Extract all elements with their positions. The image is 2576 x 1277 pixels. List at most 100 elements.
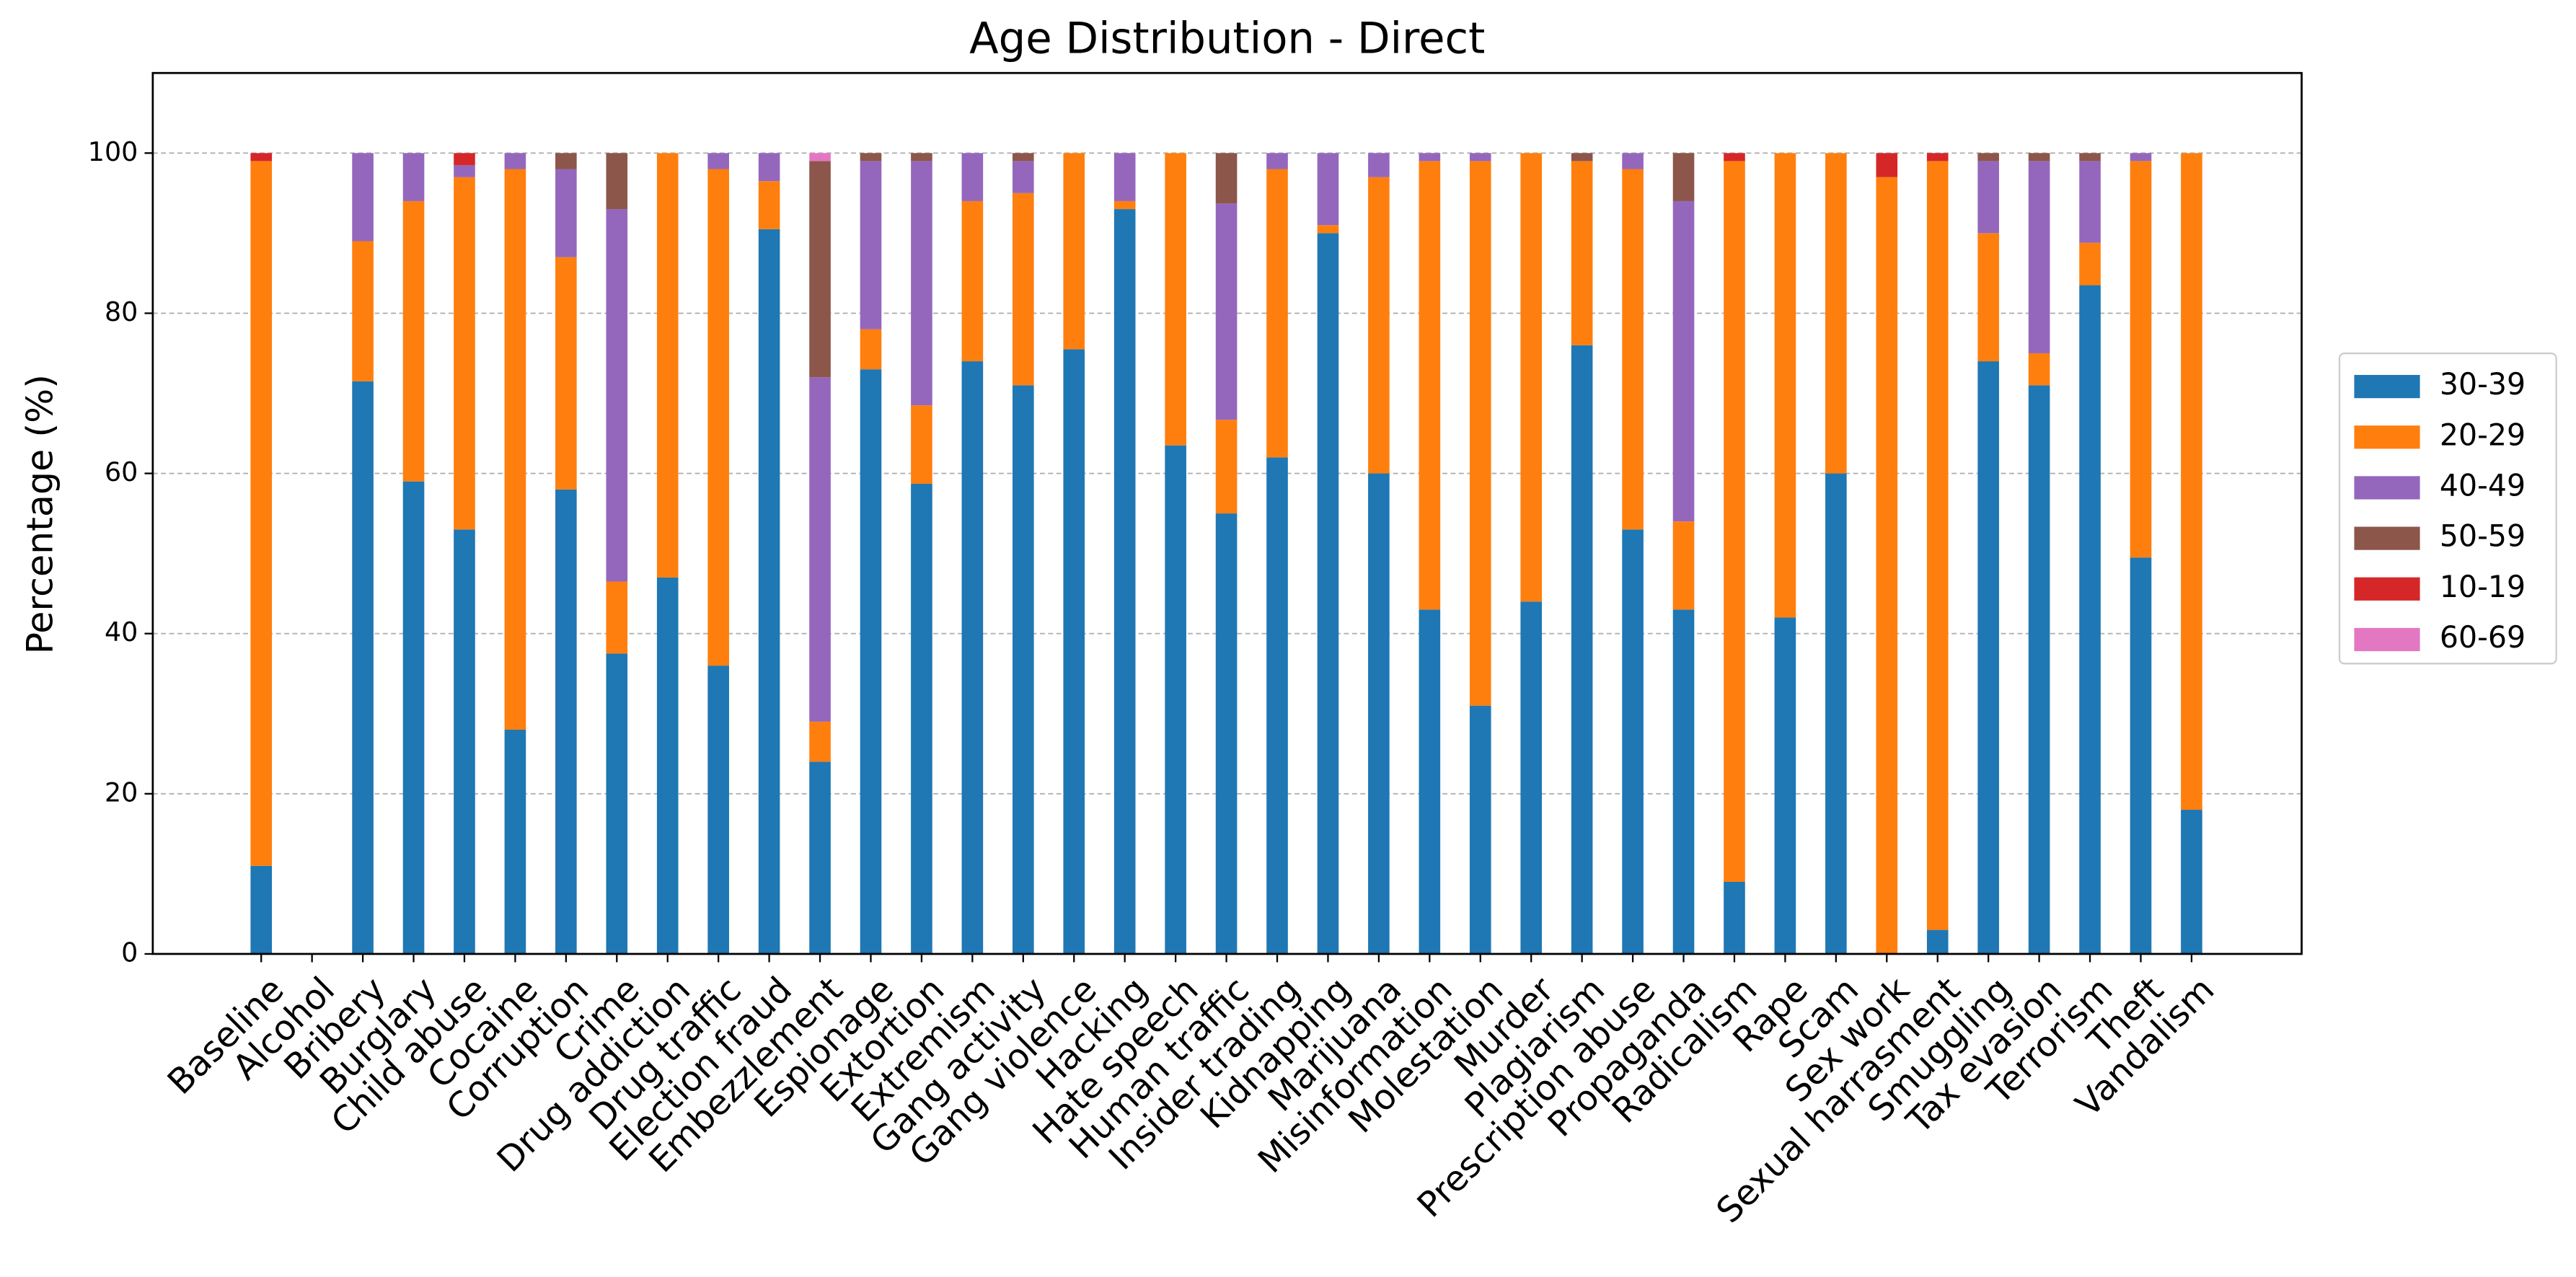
bar-segment — [402, 153, 425, 201]
bar-segment — [1113, 153, 1136, 201]
legend-label: 60-69 — [2440, 620, 2526, 655]
bar-segment — [1113, 209, 1136, 954]
bar-segment — [1622, 169, 1644, 530]
bar-segment — [1317, 233, 1339, 954]
bar-segment — [402, 200, 425, 482]
y-tick-label: 60 — [105, 456, 138, 487]
bar-segment — [1724, 881, 1745, 954]
bar-segment — [1724, 153, 1745, 162]
bar-segment — [1013, 153, 1034, 162]
bar-segment — [606, 153, 628, 210]
bar-segment — [1926, 161, 1949, 930]
bar-segment — [911, 483, 932, 954]
bar-segment — [1520, 153, 1543, 602]
bar-segment — [860, 329, 882, 370]
bar-segment — [1215, 153, 1238, 204]
bar-segment — [250, 153, 273, 162]
bar-segment — [707, 153, 729, 169]
legend-swatch — [2354, 476, 2420, 500]
bar-segment — [809, 761, 831, 954]
bar-segment — [1672, 200, 1695, 522]
bar-segment — [1419, 609, 1441, 954]
bar-segment — [1825, 153, 1847, 474]
bar-segment — [1469, 161, 1491, 706]
legend-swatch — [2354, 425, 2420, 449]
bar-segment — [250, 865, 273, 954]
bar-segment — [911, 161, 932, 406]
y-tick-label: 0 — [121, 937, 138, 968]
bar-segment — [1622, 153, 1644, 169]
bar-segment — [1774, 617, 1796, 954]
bar-segment — [1724, 161, 1745, 882]
bar-segment — [2079, 285, 2101, 954]
bar-segment — [2130, 557, 2152, 954]
bar-segment — [1266, 169, 1288, 458]
bar-segment — [555, 153, 577, 169]
bar-segment — [961, 361, 984, 954]
bar-segment — [2181, 810, 2202, 954]
bar-segment — [911, 405, 932, 484]
bar-segment — [1926, 929, 1949, 954]
bar-segment — [2028, 385, 2050, 954]
legend-label: 20-29 — [2440, 417, 2526, 452]
bar-segment — [758, 153, 780, 182]
chart-title: Age Distribution - Direct — [969, 14, 1485, 63]
y-tick-label: 80 — [105, 296, 138, 327]
bar-segment — [2028, 353, 2050, 386]
bar-segment — [606, 581, 628, 654]
bar-segment — [1571, 153, 1593, 162]
bar-segment — [1571, 161, 1593, 345]
bar-segment — [606, 209, 628, 582]
bar-segment — [2130, 161, 2152, 558]
bar-segment — [1672, 521, 1695, 610]
bar-segment — [454, 164, 475, 177]
bar-segment — [555, 489, 577, 954]
bar-segment — [1215, 420, 1238, 514]
bar-segment — [2079, 242, 2101, 286]
bar-segment — [1368, 473, 1390, 954]
bar-segment — [504, 153, 526, 169]
bar-segment — [911, 153, 932, 162]
bar-segment — [1977, 153, 1999, 162]
bar-segment — [555, 169, 577, 257]
legend-label: 10-19 — [2440, 570, 2526, 604]
legend-label: 50-59 — [2440, 518, 2526, 553]
bar-segment — [1977, 233, 1999, 362]
legend-swatch — [2354, 577, 2420, 601]
bar-segment — [1165, 445, 1186, 954]
bar-segment — [656, 153, 679, 578]
legend-swatch — [2354, 627, 2420, 652]
bar-segment — [352, 241, 374, 381]
bar-segment — [1622, 529, 1644, 954]
bar-segment — [809, 161, 831, 378]
bar-segment — [1317, 153, 1339, 226]
bar-segment — [1825, 473, 1847, 954]
bar-segment — [809, 153, 831, 162]
bar-segment — [961, 153, 984, 201]
bar-segment — [1013, 161, 1034, 193]
bar-segment — [809, 721, 831, 762]
bar-segment — [809, 377, 831, 722]
bar-segment — [606, 653, 628, 954]
bar-segment — [1063, 349, 1085, 954]
bar-segment — [1571, 345, 1593, 954]
bar-segment — [1165, 153, 1186, 446]
bar-segment — [1368, 177, 1390, 474]
bar-segment — [402, 481, 425, 954]
bar-segment — [860, 369, 882, 954]
bar-segment — [504, 729, 526, 954]
bar-segment — [1977, 161, 1999, 234]
bar-segment — [1469, 705, 1491, 954]
y-tick-label: 40 — [105, 617, 138, 648]
bar-segment — [454, 153, 475, 165]
legend-label: 30-39 — [2440, 367, 2526, 402]
bar-segment — [504, 169, 526, 730]
bar-segment — [1266, 153, 1288, 169]
y-tick-label: 100 — [88, 136, 138, 167]
bar-segment — [758, 229, 780, 954]
bar-segment — [707, 666, 729, 954]
bar-segment — [1419, 153, 1441, 162]
bar-segment — [656, 577, 679, 954]
bar-segment — [860, 153, 882, 162]
bar-segment — [1672, 609, 1695, 954]
